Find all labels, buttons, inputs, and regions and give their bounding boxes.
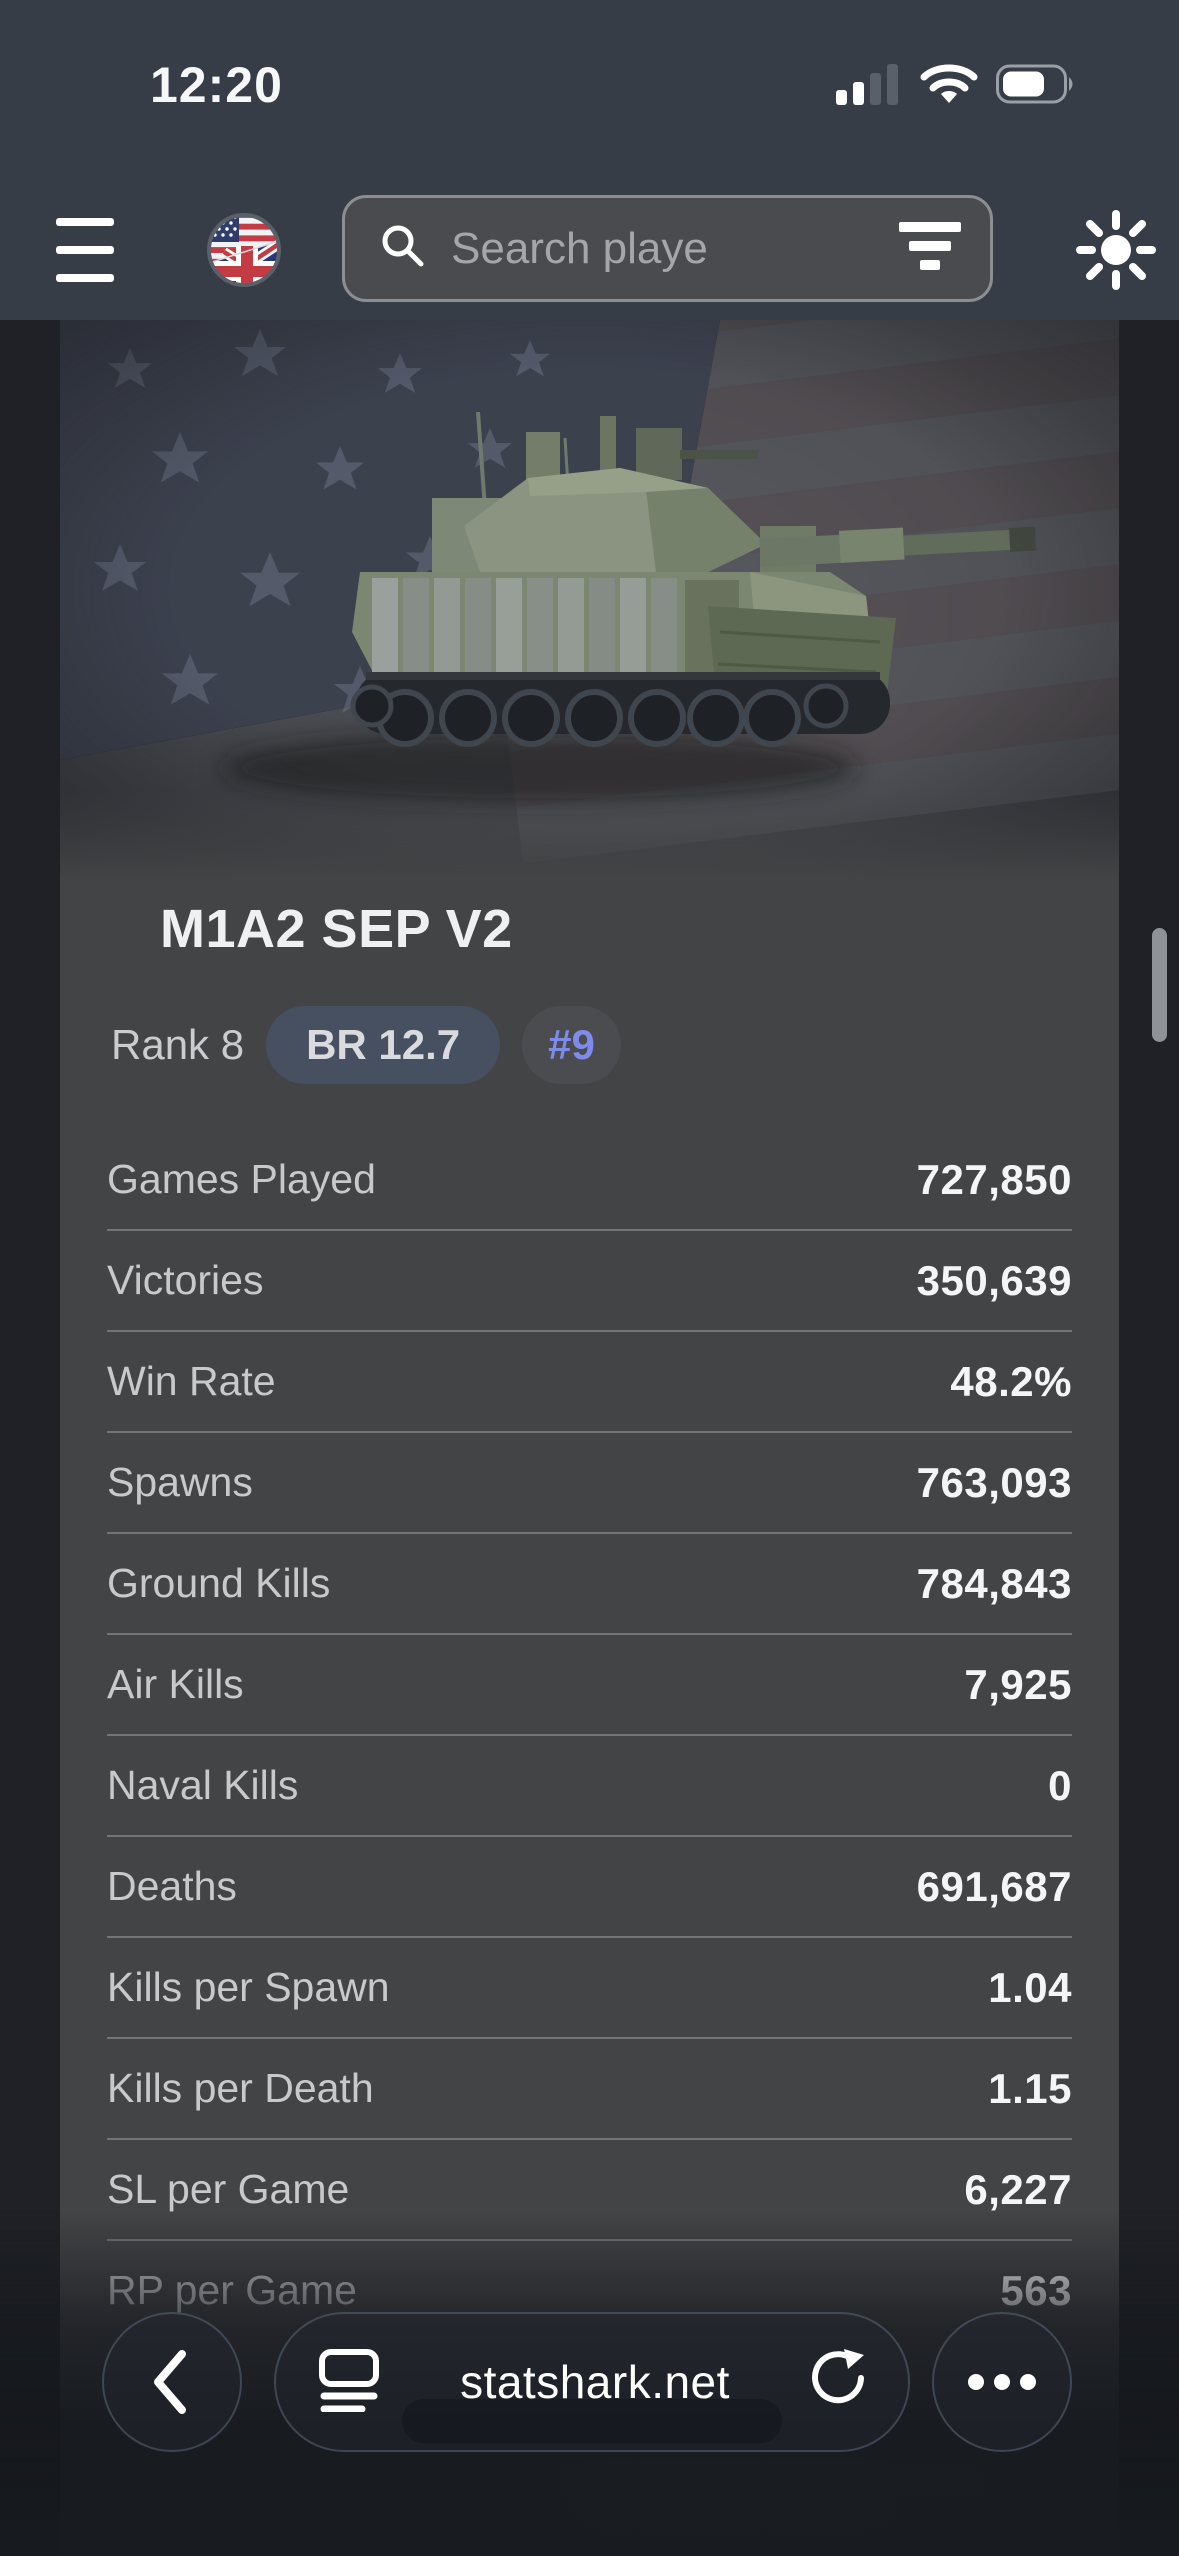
status-and-header-bar: 12:20 bbox=[0, 0, 1179, 320]
table-row: Spawns 763,093 bbox=[107, 1433, 1072, 1534]
stat-label: Kills per Death bbox=[107, 2065, 374, 2111]
stat-label: Games Played bbox=[107, 1156, 376, 1202]
sun-icon bbox=[1076, 210, 1156, 290]
hamburger-icon bbox=[56, 218, 114, 226]
table-row: Air Kills 7,925 bbox=[107, 1635, 1072, 1736]
rank-label: Rank 8 bbox=[111, 1021, 245, 1068]
tank-illustration bbox=[60, 320, 1119, 880]
table-row: Kills per Spawn 1.04 bbox=[107, 1938, 1072, 2039]
language-flag-button[interactable] bbox=[206, 212, 282, 288]
stat-label: Spawns bbox=[107, 1459, 253, 1505]
filter-list-icon[interactable] bbox=[898, 217, 962, 280]
stat-value: 48.2% bbox=[950, 1357, 1072, 1405]
reader-icon[interactable] bbox=[318, 2348, 380, 2417]
search-bar[interactable] bbox=[342, 195, 993, 302]
stat-label: Kills per Spawn bbox=[107, 1964, 390, 2010]
table-row: Victories 350,639 bbox=[107, 1231, 1072, 1332]
url-text: statshark.net bbox=[460, 2356, 730, 2408]
stat-label: Air Kills bbox=[107, 1661, 244, 1707]
vehicle-badges: Rank 8 BR 12.7 #9 bbox=[111, 1006, 621, 1084]
battle-rating-badge: BR 12.7 bbox=[266, 1006, 501, 1084]
stats-table: Games Played 727,850 Victories 350,639 W… bbox=[107, 1130, 1072, 2340]
browser-more-button[interactable] bbox=[932, 2312, 1072, 2452]
stat-label: Deaths bbox=[107, 1863, 237, 1909]
address-bar-inner-highlight bbox=[402, 2399, 782, 2443]
theme-toggle-button[interactable] bbox=[1072, 206, 1160, 294]
stat-label: Naval Kills bbox=[107, 1762, 299, 1808]
stat-value: 784,843 bbox=[916, 1559, 1072, 1607]
position-badge: #9 bbox=[522, 1006, 621, 1084]
battery-icon bbox=[996, 64, 1078, 109]
page-scrollbar[interactable] bbox=[1152, 928, 1167, 1042]
browser-address-bar[interactable]: statshark.net bbox=[274, 2312, 910, 2452]
stat-label: Ground Kills bbox=[107, 1560, 331, 1606]
stat-label: Win Rate bbox=[107, 1358, 276, 1404]
menu-button[interactable] bbox=[56, 218, 114, 282]
table-row: Deaths 691,687 bbox=[107, 1837, 1072, 1938]
stat-value: 727,850 bbox=[916, 1155, 1072, 1203]
stat-value: 7,925 bbox=[964, 1660, 1072, 1708]
stat-value: 0 bbox=[1048, 1761, 1072, 1809]
status-time: 12:20 bbox=[150, 57, 283, 113]
cell-signal-icon bbox=[836, 63, 902, 110]
stat-label: Victories bbox=[107, 1257, 264, 1303]
table-row: Kills per Death 1.15 bbox=[107, 2039, 1072, 2140]
stat-value: 6,227 bbox=[964, 2165, 1072, 2213]
stat-label: SL per Game bbox=[107, 2166, 350, 2212]
magnifier-icon bbox=[379, 222, 427, 275]
search-input[interactable] bbox=[449, 222, 876, 275]
wifi-icon bbox=[920, 62, 978, 111]
reload-icon[interactable] bbox=[810, 2348, 868, 2416]
stat-value: 691,687 bbox=[916, 1862, 1072, 1910]
status-icons bbox=[836, 62, 1078, 111]
browser-back-button[interactable] bbox=[102, 2312, 242, 2452]
ellipsis-icon bbox=[968, 2374, 1036, 2390]
stat-value: 763,093 bbox=[916, 1458, 1072, 1506]
page-title: M1A2 SEP V2 bbox=[160, 899, 513, 959]
stat-value: 1.04 bbox=[988, 1963, 1072, 2011]
us-uk-flag-icon bbox=[207, 213, 281, 287]
stat-value: 350,639 bbox=[916, 1256, 1072, 1304]
table-row: Naval Kills 0 bbox=[107, 1736, 1072, 1837]
table-row: Win Rate 48.2% bbox=[107, 1332, 1072, 1433]
stat-value: 1.15 bbox=[988, 2064, 1072, 2112]
table-row: Ground Kills 784,843 bbox=[107, 1534, 1072, 1635]
table-row: Games Played 727,850 bbox=[107, 1130, 1072, 1231]
vehicle-hero-image bbox=[60, 320, 1119, 880]
chevron-left-icon bbox=[154, 2350, 186, 2414]
